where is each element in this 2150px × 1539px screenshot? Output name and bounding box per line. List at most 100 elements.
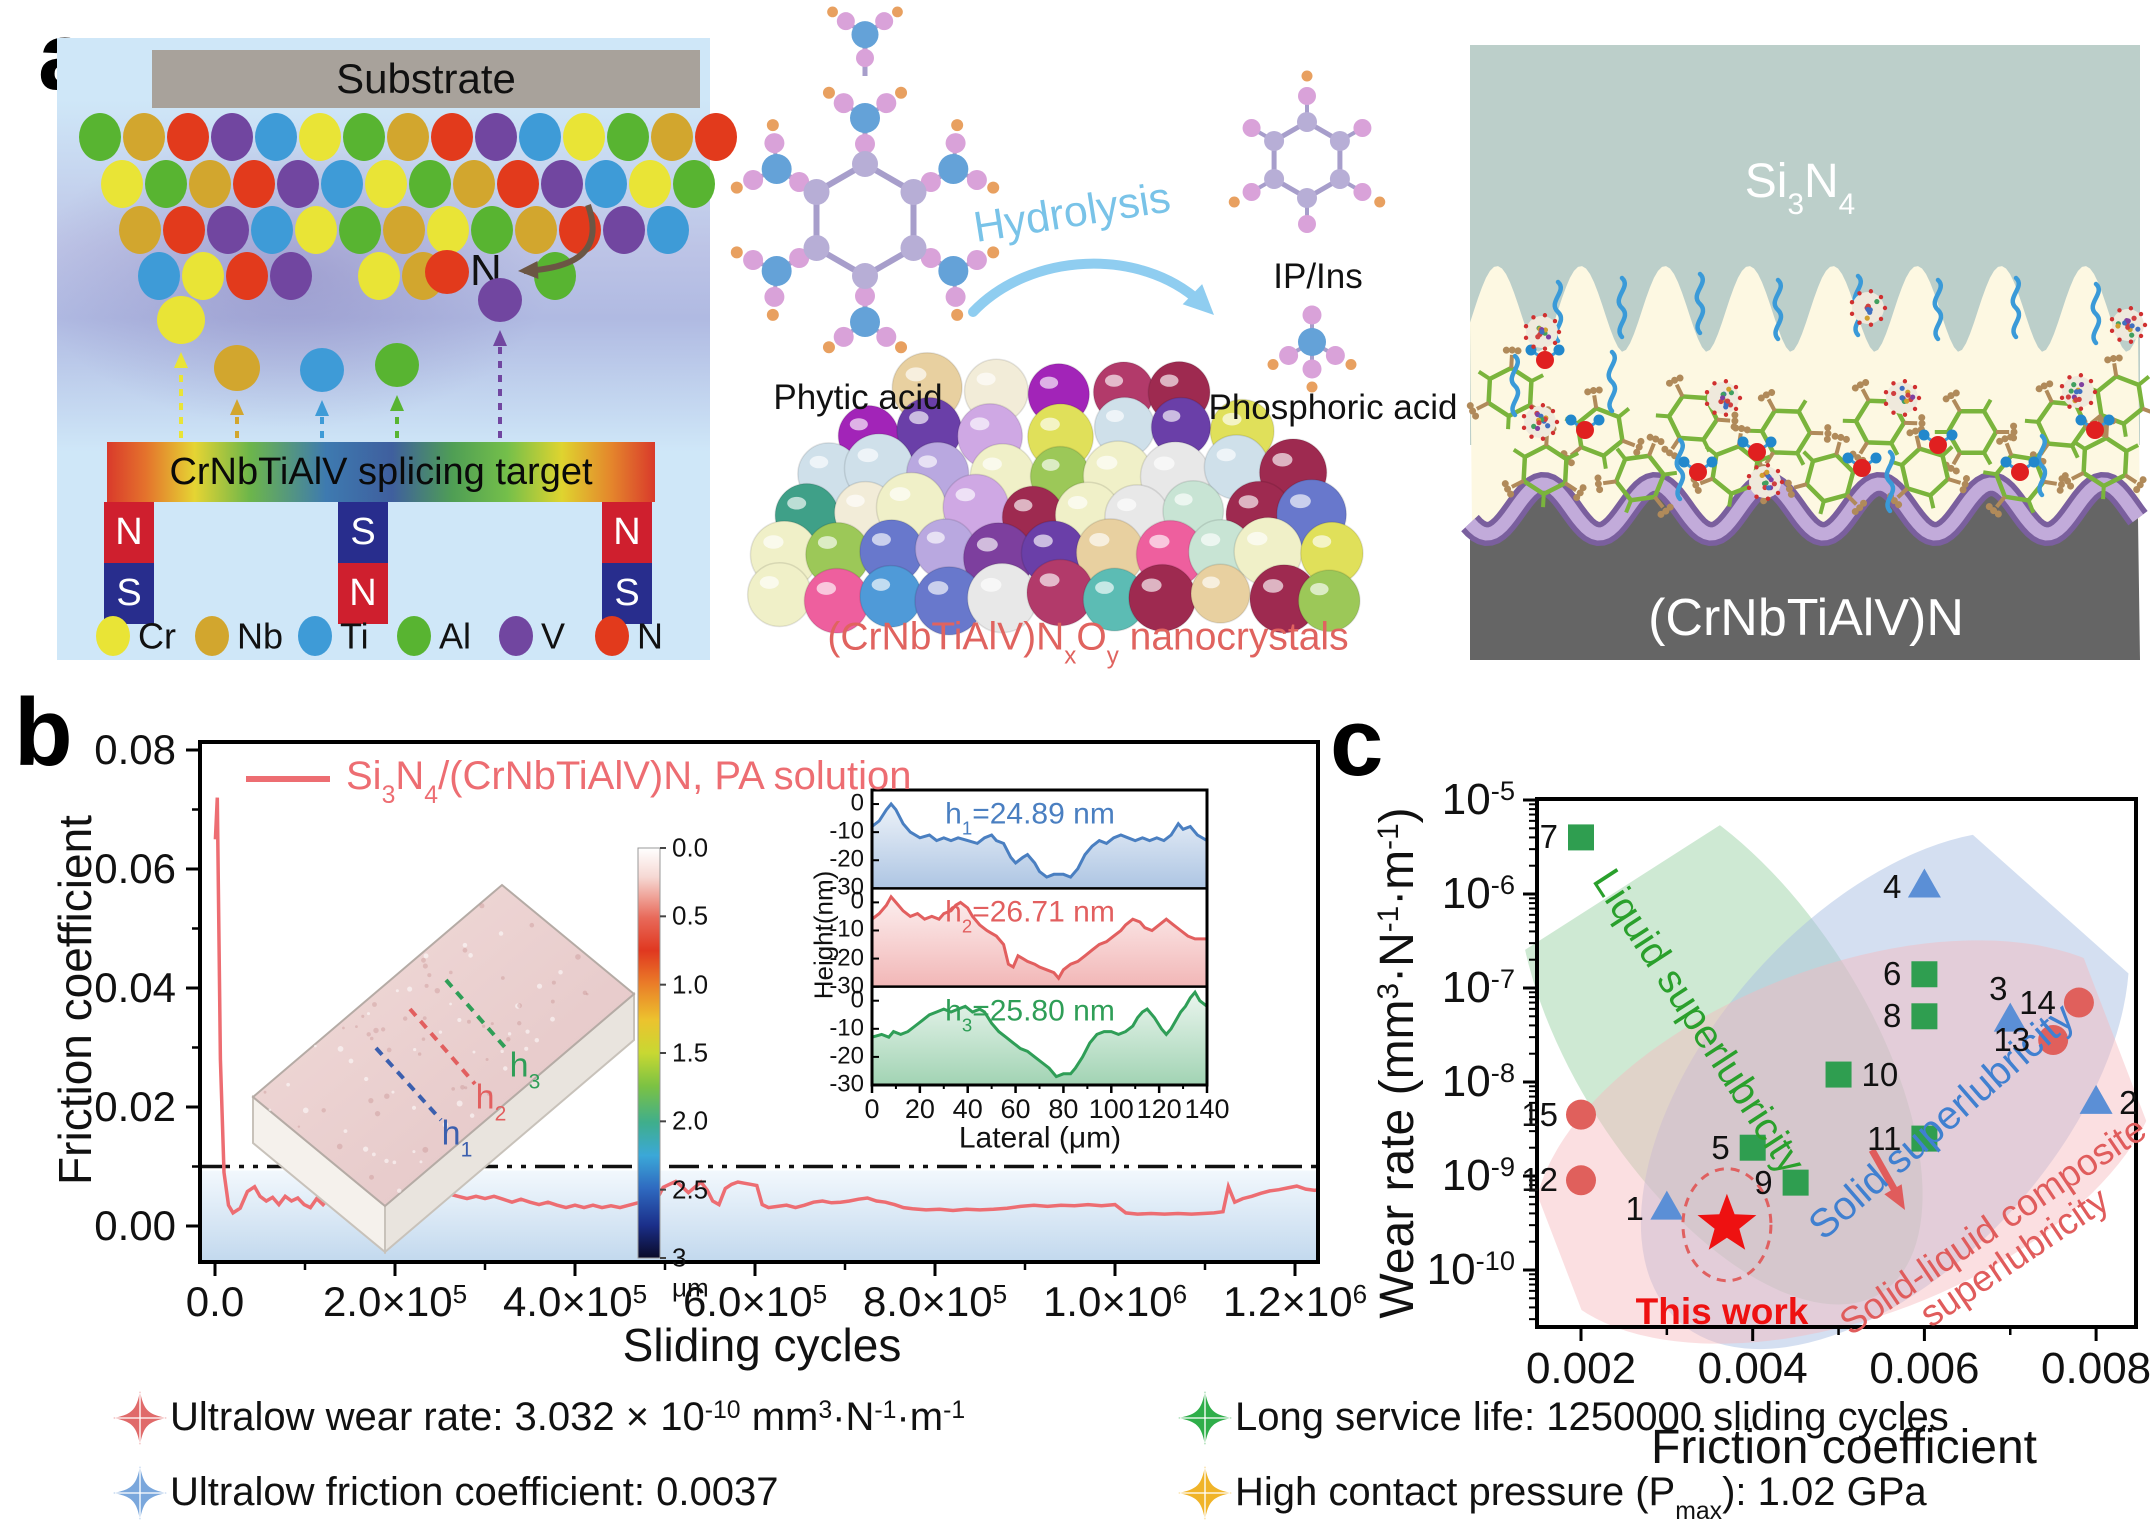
film-atom-Nb <box>515 206 557 254</box>
scan-line-label-3: h3 <box>509 1046 541 1094</box>
surface-speckle <box>263 1090 267 1094</box>
boundary-band <box>1465 477 2144 541</box>
line <box>1982 451 1993 466</box>
nanoparticle-dot <box>1545 423 1551 429</box>
wear-surface-inset <box>251 847 666 1259</box>
sphere-highlight <box>1067 496 1088 510</box>
line <box>1510 479 1525 489</box>
branch-dot <box>1504 485 1512 493</box>
colorbar <box>637 847 661 1259</box>
sphere-highlight <box>1200 533 1221 547</box>
nanocrystal-sphere <box>1190 563 1251 624</box>
sputtered-atom-N <box>425 250 469 294</box>
sputter-arrowhead-Ti <box>315 400 329 416</box>
sphere-highlight <box>857 448 879 463</box>
atom-ball <box>1374 196 1386 208</box>
sputtered-atom-Cr <box>157 296 205 344</box>
b-y-tick-label: 0.06 <box>94 845 176 893</box>
nanoparticle-dot <box>1904 398 1910 404</box>
composite-superlubricity-region <box>1533 940 2150 1344</box>
branch-dot <box>2010 422 2018 430</box>
profile-y-tick-label: -20 <box>829 944 864 972</box>
nanoparticle-dot <box>1723 404 1729 410</box>
line <box>1615 447 1627 461</box>
nanoparticle-spike <box>1712 410 1717 415</box>
line <box>2141 406 2150 416</box>
profile-x-tick-label: 0 <box>864 1093 880 1124</box>
sphere-highlight <box>1149 534 1170 549</box>
legend-swatch-Al <box>397 616 431 656</box>
surface-speckle <box>424 983 429 988</box>
surface-speckle <box>550 1016 555 1022</box>
surface-speckle <box>419 1160 423 1164</box>
sputter-arrowhead-Nb <box>230 399 244 415</box>
line <box>1530 373 1545 383</box>
surface-speckle <box>421 957 426 963</box>
line <box>1845 493 1858 506</box>
sphere-highlight <box>976 372 996 386</box>
branch-dot <box>1508 346 1516 354</box>
scatter-label-6: 6 <box>1883 955 1902 993</box>
magnet-2-top: S <box>338 502 388 563</box>
si3n4-label: Si3N4 <box>1744 155 1856 222</box>
nanoparticle-dot <box>2129 332 2135 338</box>
film-atom-N <box>233 160 275 208</box>
film-atom-Al <box>145 160 187 208</box>
line <box>1766 398 1777 412</box>
surface-speckle <box>361 1014 365 1018</box>
nanoparticle-spike <box>1523 335 1529 341</box>
line <box>1982 398 1993 413</box>
nanoparticle-dot <box>2065 394 2071 400</box>
surface-speckle <box>517 1003 523 1009</box>
atom-ball <box>1297 188 1317 208</box>
film-atom-Cr <box>101 160 143 208</box>
branch-dot <box>1579 484 1587 492</box>
branch-dot <box>1666 379 1674 387</box>
surface-speckle <box>422 963 428 969</box>
line <box>1655 413 1670 419</box>
water-h <box>1737 436 1749 448</box>
b-x-tick-label: 0.0 <box>185 1278 245 1326</box>
branch-dot <box>2097 416 2105 424</box>
nanoparticle-spike <box>1523 324 1529 329</box>
film-atom-V <box>211 113 253 161</box>
line <box>2137 375 2150 387</box>
surface-speckle <box>457 1018 462 1023</box>
nanoparticle-spike <box>1775 490 1781 496</box>
nanoparticle-spike <box>1754 494 1759 499</box>
atom-ball <box>1228 196 1240 208</box>
scatter-point-11 <box>1911 1125 1938 1152</box>
surface-speckle <box>469 1113 475 1118</box>
water-h <box>1842 452 1854 464</box>
atom-ball <box>856 49 874 67</box>
sphere-highlight <box>1312 535 1332 548</box>
nanoparticle-spike <box>1746 474 1752 479</box>
line <box>1602 479 1617 486</box>
branch-dot <box>1785 485 1793 493</box>
sputter-arrowhead-V <box>493 330 507 346</box>
atom-ball <box>789 248 810 268</box>
water-film-squiggle <box>1694 271 1706 336</box>
surface-speckle <box>515 1003 521 1009</box>
sphere-highlight <box>1104 374 1124 387</box>
nanocrystal-sphere <box>746 562 813 628</box>
nanoparticle-spike <box>1540 403 1546 408</box>
surface-speckle <box>302 1107 309 1114</box>
nanoparticle-dot <box>1766 485 1772 491</box>
water-o <box>1536 351 1554 369</box>
phosphoric-acid-label: Phosphoric acid <box>1208 387 1458 427</box>
profile-y-tick-label: 0 <box>850 789 864 817</box>
atom-ball <box>1297 112 1317 132</box>
line <box>2072 440 2086 451</box>
surface-speckle <box>362 1146 369 1152</box>
colorbar-tick-label: 0.0 <box>672 832 709 863</box>
b-y-tick-label: 0.04 <box>94 964 176 1012</box>
line <box>2104 424 2109 439</box>
branch-dot <box>1637 437 1645 445</box>
atom-ball <box>852 263 878 289</box>
branch-dot <box>1676 374 1684 382</box>
line <box>1834 441 1842 456</box>
profile-y-tick-label: -10 <box>829 817 864 845</box>
highlight-text-2: Ultralow friction coefficient: 0.0037 <box>170 1470 779 1515</box>
nanoparticle-dot <box>2078 381 2085 388</box>
